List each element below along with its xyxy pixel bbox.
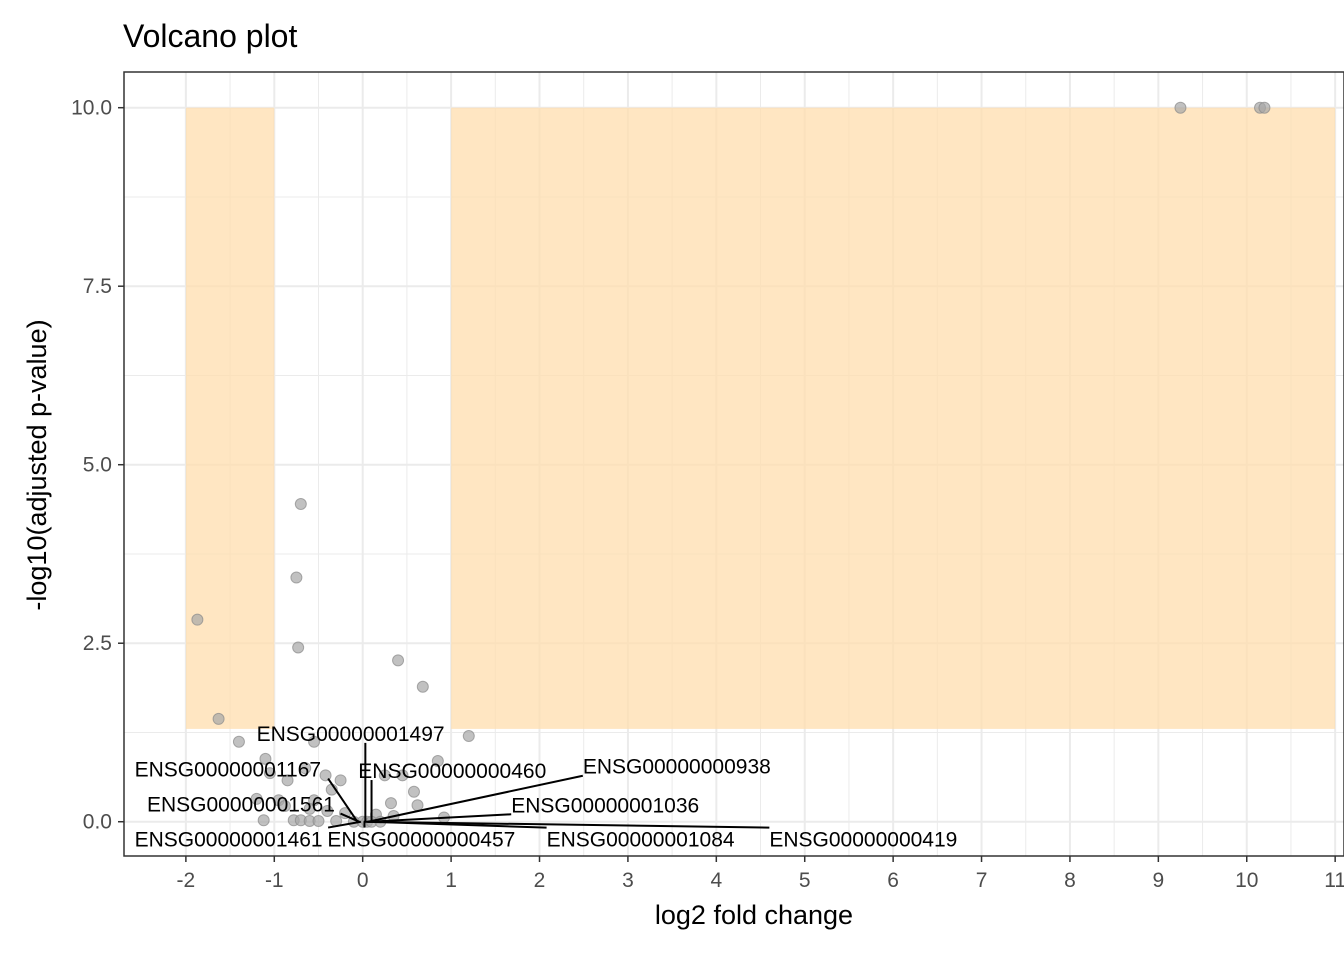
- data-point: [299, 762, 312, 775]
- label-connector: [327, 778, 359, 823]
- x-axis: -2 -1 0 1 2 3 4 5 6 7 8 9 10 11: [177, 856, 1344, 892]
- data-point: [257, 814, 270, 827]
- label-connector: [340, 812, 360, 823]
- data-point: [312, 815, 325, 828]
- data-point: [292, 641, 305, 654]
- x-tick-label: 3: [622, 869, 634, 892]
- data-point: [416, 680, 429, 693]
- x-tick-label: 11: [1324, 869, 1344, 892]
- data-point: [411, 799, 424, 812]
- data-point: [191, 613, 204, 626]
- gene-label: ENSG00000001461: [135, 829, 323, 852]
- y-tick-label: 10.0: [71, 97, 112, 120]
- label-connector: [363, 820, 770, 829]
- y-axis: 0.0 2.5 5.0 7.5 10.0: [71, 97, 124, 834]
- data-point: [294, 497, 307, 510]
- gene-label: ENSG00000001084: [547, 829, 735, 852]
- x-tick-label: 6: [887, 869, 899, 892]
- plot-panel: ENSG00000001497 ENSG00000001167 ENSG000000…: [123, 71, 1344, 857]
- data-point: [396, 769, 409, 782]
- x-tick-label: 10: [1235, 869, 1258, 892]
- data-point: [308, 735, 321, 748]
- x-tick-label: 7: [976, 869, 988, 892]
- gene-label: ENSG00000000457: [327, 829, 515, 852]
- data-point: [334, 774, 347, 787]
- data-point: [259, 752, 272, 765]
- significance-region: [451, 107, 1336, 729]
- data-point: [407, 785, 420, 798]
- gene-label: ENSG00000001036: [511, 794, 699, 817]
- x-tick-label: 8: [1064, 869, 1076, 892]
- chart-title: Volcano plot: [123, 18, 297, 54]
- data-point: [290, 571, 303, 584]
- x-axis-title: log2 fold change: [655, 900, 853, 930]
- y-tick-label: 2.5: [83, 632, 112, 655]
- data-point: [278, 800, 291, 813]
- data-point: [232, 735, 245, 748]
- data-point: [212, 712, 225, 725]
- label-connector: [327, 820, 362, 829]
- data-point: [1174, 101, 1187, 114]
- data-point: [303, 802, 316, 815]
- data-point: [462, 730, 475, 743]
- data-point: [250, 792, 263, 805]
- x-tick-label: -1: [265, 869, 284, 892]
- y-tick-label: 7.5: [83, 275, 112, 298]
- y-axis-title: -log10(adjusted p-value): [22, 319, 52, 610]
- gene-label: ENSG00000000460: [358, 760, 546, 783]
- x-tick-label: 4: [710, 869, 722, 892]
- data-point: [431, 755, 444, 768]
- label-connector: [369, 813, 512, 823]
- label-connector: [367, 774, 584, 823]
- x-tick-label: 5: [799, 869, 811, 892]
- data-point: [281, 774, 294, 787]
- x-tick-label: 2: [534, 869, 546, 892]
- gene-label: ENSG00000000938: [583, 756, 771, 779]
- gene-label: ENSG00000000419: [769, 829, 957, 852]
- gene-label: ENSG00000001167: [135, 759, 321, 782]
- gene-label: ENSG00000001497: [257, 723, 445, 746]
- gene-label: ENSG00000001561: [147, 794, 335, 817]
- x-tick-label: 1: [445, 869, 457, 892]
- x-tick-label: 0: [357, 869, 369, 892]
- data-point: [1258, 101, 1271, 114]
- data-point: [392, 654, 405, 667]
- x-tick-label: 9: [1153, 869, 1165, 892]
- data-point: [378, 769, 391, 782]
- significance-region: [185, 107, 275, 729]
- data-point: [319, 769, 332, 782]
- y-tick-label: 5.0: [83, 454, 112, 477]
- data-point: [384, 797, 397, 810]
- data-point: [263, 767, 276, 780]
- y-tick-label: 0.0: [83, 811, 112, 834]
- x-tick-label: -2: [177, 869, 196, 892]
- data-point: [321, 805, 334, 818]
